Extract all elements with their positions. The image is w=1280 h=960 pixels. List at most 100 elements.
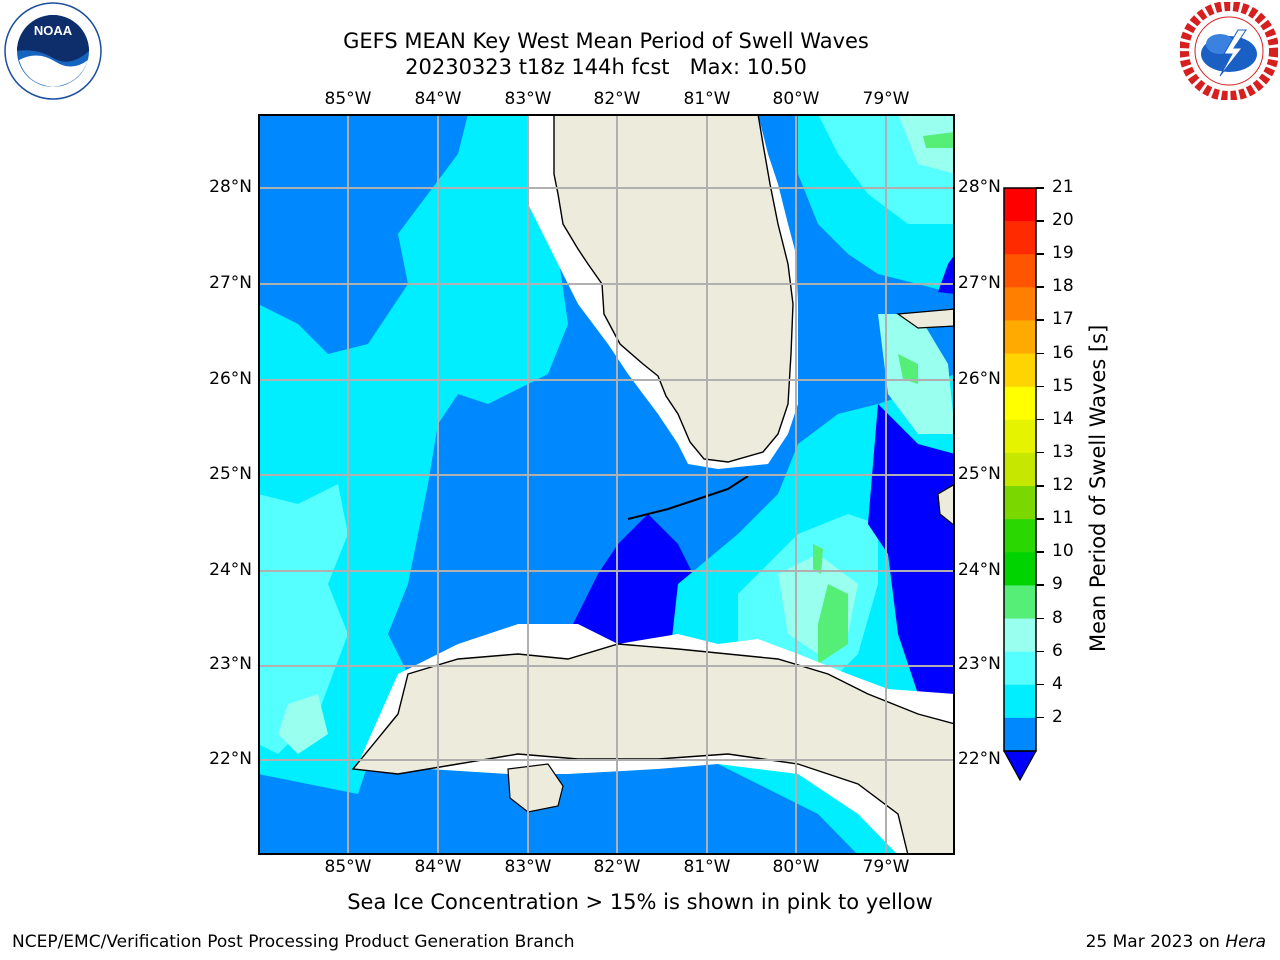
colorbar-tick-label: 16 xyxy=(1052,342,1074,363)
colorbar-tick-label: 20 xyxy=(1052,210,1074,231)
colorbar-cell-10 xyxy=(1004,519,1036,553)
run-date: 25 Mar 2023 on Hera xyxy=(1086,932,1266,952)
lat-label-left-1: 27°N xyxy=(209,273,252,293)
lat-label-right-2: 26°N xyxy=(958,369,1001,389)
colorbar-cell-1 xyxy=(1004,221,1036,255)
colorbar-cell-9 xyxy=(1004,486,1036,520)
swell-zone-9-10s-bahamas xyxy=(898,354,918,384)
lat-label-left-5: 23°N xyxy=(209,654,252,674)
lon-label-top-2: 83°W xyxy=(504,89,552,109)
colorbar-tick-label: 9 xyxy=(1052,574,1063,595)
colorbar-tick-label: 6 xyxy=(1052,640,1063,661)
colorbar-tick-label: 10 xyxy=(1052,541,1074,562)
colorbar-tick-label: 14 xyxy=(1052,408,1074,429)
swell-zone-under-2s-east xyxy=(868,404,955,714)
swell-zone-9-10s-small xyxy=(813,544,823,574)
graticule xyxy=(258,114,955,855)
colorbar-tick-mark xyxy=(1036,319,1044,321)
colorbar-cell-5 xyxy=(1004,353,1036,388)
map-frame xyxy=(258,114,955,855)
colorbar-tick-label: 18 xyxy=(1052,276,1074,297)
colorbar-tick-label: 4 xyxy=(1052,673,1063,694)
colorbar-tick-mark xyxy=(1036,253,1044,255)
noaa-logo: NOAA xyxy=(4,2,102,100)
lon-label-top-4: 81°W xyxy=(683,89,731,109)
lat-label-right-4: 24°N xyxy=(958,560,1001,580)
colorbar-tick-mark xyxy=(1036,518,1044,520)
sea-ice-note: Sea Ice Concentration > 15% is shown in … xyxy=(347,890,933,914)
colorbar-cell-13 xyxy=(1004,618,1036,653)
colorbar-tick-mark xyxy=(1036,551,1044,553)
run-date-prefix: 25 Mar 2023 on xyxy=(1085,932,1226,952)
lon-label-top-1: 84°W xyxy=(414,89,462,109)
swell-period-map[interactable] xyxy=(258,114,955,855)
colorbar-tick-mark xyxy=(1036,385,1044,388)
swell-zone-9-10s-straits xyxy=(818,584,848,664)
colorbar-cell-12 xyxy=(1004,585,1036,620)
land-isla-juventud xyxy=(507,763,564,813)
lat-label-right-1: 27°N xyxy=(958,273,1001,293)
colorbar-cell-6 xyxy=(1004,386,1036,421)
colorbar-label: Mean Period of Swell Waves [s] xyxy=(1086,324,1110,652)
colorbar-under-arrow xyxy=(1002,750,1038,782)
colorbar-tick-label: 2 xyxy=(1052,706,1063,727)
colorbar-tick-label: 8 xyxy=(1052,607,1063,628)
colorbar-tick-mark xyxy=(1036,451,1044,454)
colorbar-cell-4 xyxy=(1004,320,1036,355)
lat-label-left-0: 28°N xyxy=(209,177,252,197)
map-subtitle: 20230323 t18z 144h fcst Max: 10.50 xyxy=(405,55,807,79)
lat-label-left-3: 25°N xyxy=(209,464,252,484)
colorbar-tick-label: 13 xyxy=(1052,441,1074,462)
colorbar-cell-16 xyxy=(1004,717,1036,752)
colorbar-cell-2 xyxy=(1004,254,1036,288)
colorbar-cells xyxy=(1004,188,1036,752)
colorbar-tick-label: 19 xyxy=(1052,243,1074,264)
lat-label-right-3: 25°N xyxy=(958,464,1001,484)
colorbar-tick-label: 12 xyxy=(1052,475,1074,496)
colorbar-tick-mark xyxy=(1036,683,1044,686)
lat-label-left-6: 22°N xyxy=(209,749,252,769)
colorbar xyxy=(1002,187,1038,782)
colorbar-tick-mark xyxy=(1036,485,1044,487)
swell-zone-8-9s-west xyxy=(278,694,328,754)
credit-text: NCEP/EMC/Verification Post Processing Pr… xyxy=(12,932,575,952)
map-title: GEFS MEAN Key West Mean Period of Swell … xyxy=(343,29,869,53)
colorbar-cell-15 xyxy=(1004,684,1036,719)
colorbar-cell-0 xyxy=(1004,188,1036,222)
land-florida xyxy=(553,114,794,463)
lat-label-right-0: 28°N xyxy=(958,177,1001,197)
lon-label-bottom-5: 80°W xyxy=(772,857,820,877)
lat-label-right-5: 23°N xyxy=(958,654,1001,674)
colorbar-tick-mark xyxy=(1036,187,1044,189)
colorbar-cell-11 xyxy=(1004,552,1036,586)
florida-keys xyxy=(627,475,749,520)
noaa-logo-text: NOAA xyxy=(34,23,73,38)
colorbar-tick-mark xyxy=(1036,617,1044,620)
colorbar-tick-label: 11 xyxy=(1052,508,1074,529)
colorbar-cell-3 xyxy=(1004,287,1036,321)
colorbar-tick-mark xyxy=(1036,352,1044,355)
colorbar-tick-mark xyxy=(1036,220,1044,222)
colorbar-tick-label: 21 xyxy=(1052,177,1074,197)
lon-label-bottom-0: 85°W xyxy=(324,857,372,877)
lon-label-bottom-3: 82°W xyxy=(593,857,641,877)
lon-label-bottom-1: 84°W xyxy=(414,857,462,877)
lat-label-left-2: 26°N xyxy=(209,369,252,389)
colorbar-cell-8 xyxy=(1004,452,1036,487)
lon-label-bottom-6: 79°W xyxy=(862,857,910,877)
colorbar-tick-mark xyxy=(1036,584,1044,586)
swell-zone-9-10s-ne xyxy=(923,132,955,148)
lon-label-top-5: 80°W xyxy=(772,89,820,109)
swell-zone-6-8s-west xyxy=(258,484,348,754)
nws-logo xyxy=(1180,2,1278,100)
colorbar-tick-mark xyxy=(1036,418,1044,421)
colorbar-tick-label: 15 xyxy=(1052,375,1074,396)
lon-label-top-6: 79°W xyxy=(862,89,910,109)
lat-label-right-6: 22°N xyxy=(958,749,1001,769)
colorbar-frame xyxy=(1003,187,1037,752)
land-andros xyxy=(937,483,955,527)
lon-label-bottom-4: 81°W xyxy=(683,857,731,877)
lon-label-top-0: 85°W xyxy=(324,89,372,109)
colorbar-cell-14 xyxy=(1004,651,1036,686)
colorbar-tick-mark xyxy=(1036,286,1044,288)
